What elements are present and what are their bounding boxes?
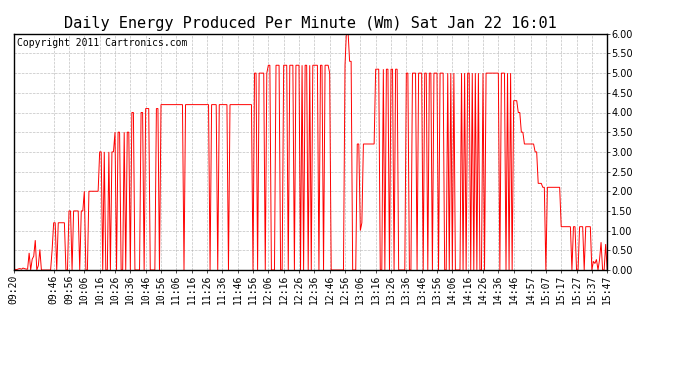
Title: Daily Energy Produced Per Minute (Wm) Sat Jan 22 16:01: Daily Energy Produced Per Minute (Wm) Sa… bbox=[64, 16, 557, 31]
Text: Copyright 2011 Cartronics.com: Copyright 2011 Cartronics.com bbox=[17, 39, 187, 48]
